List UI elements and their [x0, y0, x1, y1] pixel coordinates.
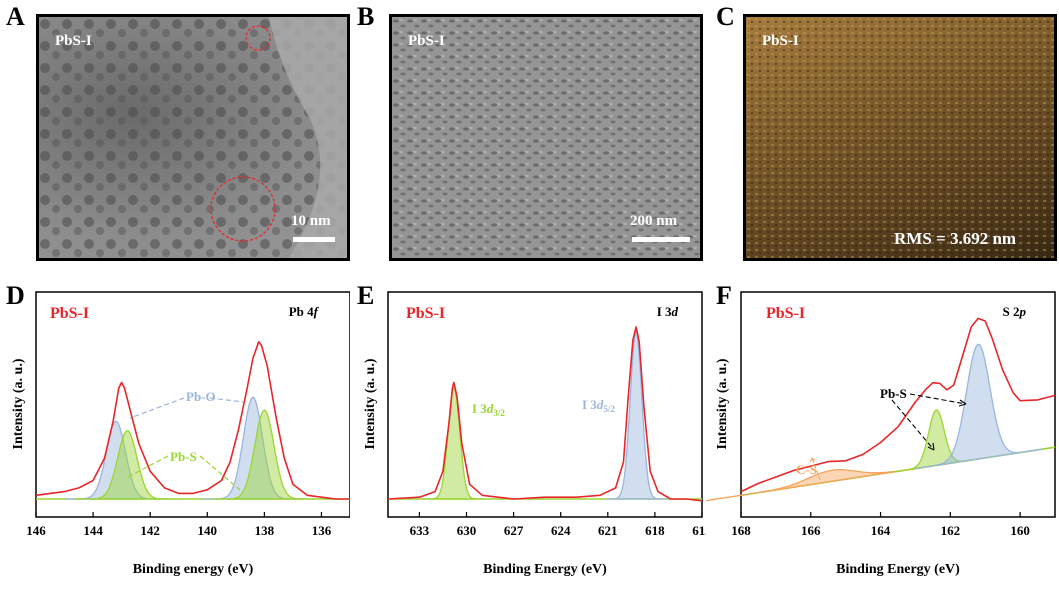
x-tick-label: 162	[941, 523, 961, 538]
x-tick-label: 621	[598, 523, 618, 538]
sample-label: PbS-I	[766, 305, 805, 322]
x-axis-label: Binding Energy (eV)	[836, 562, 960, 577]
x-tick-marks	[418, 512, 703, 517]
c-s-leader	[808, 457, 821, 481]
sample-label: PbS-I	[50, 305, 89, 322]
sample-label: PbS-I	[406, 305, 445, 322]
xps-chart-pb4f: PbS-I Pb 4f Binding energy (eV) Intensit…	[11, 291, 350, 577]
envelope-line	[35, 341, 350, 500]
envelope-curve	[387, 326, 703, 502]
x-tick-label: 164	[871, 523, 891, 538]
x-tick-labels: 633 630 627 624 621 618 615	[410, 523, 706, 538]
sem-texture	[392, 17, 700, 258]
envelope-line	[387, 326, 703, 502]
x-tick-labels: 168 166 164 162 160	[731, 523, 1030, 538]
x-tick-label: 138	[255, 523, 275, 538]
panel-label-e: E	[357, 281, 375, 310]
component-peak	[76, 429, 179, 500]
x-axis-label: Binding energy (eV)	[133, 562, 254, 577]
xps-chart-i3d: PbS-I I 3d Binding Energy (eV) Intensity…	[363, 291, 706, 577]
x-tick-label: 168	[731, 523, 751, 538]
scale-bar	[293, 237, 335, 242]
scale-bar-label: 200 nm	[630, 213, 678, 229]
x-tick-label: 136	[312, 523, 332, 538]
highlight-circle	[245, 25, 271, 51]
plot-frame	[387, 291, 703, 518]
rms-annotation: RMS = 3.692 nm	[894, 229, 1017, 248]
envelope-line	[740, 317, 1056, 493]
y-axis-label: Intensity (a. u.)	[715, 358, 730, 449]
pb-s-label: Pb-S	[170, 449, 197, 464]
sample-tag: PbS-I	[762, 33, 799, 49]
spectrum-title: I 3d	[657, 304, 679, 319]
scale-bar-label: 10 nm	[291, 213, 331, 229]
x-tick-label: 633	[410, 523, 430, 538]
tem-image: PbS-I 10 nm	[36, 14, 350, 261]
component-peak	[604, 331, 668, 500]
x-tick-label: 624	[551, 523, 571, 538]
spectrum-title: S 2p	[1003, 304, 1027, 319]
component-peak	[915, 343, 1042, 470]
x-tick-marks	[35, 512, 323, 517]
x-tick-label: 630	[457, 523, 477, 538]
x-tick-label: 618	[645, 523, 665, 538]
x-tick-label: 627	[504, 523, 524, 538]
pb-o-leader	[129, 397, 245, 419]
scale-bar	[632, 237, 690, 242]
x-axis-label: Binding Energy (eV)	[483, 562, 607, 577]
xps-chart-s2p: PbS-I S 2p Binding Energy (eV) Intensity…	[706, 291, 1056, 577]
arrowheads	[927, 399, 967, 451]
component-peak	[422, 386, 486, 500]
panel-label-c: C	[716, 2, 735, 31]
x-tick-label: 615	[692, 523, 706, 538]
plot-frame	[35, 291, 350, 518]
x-tick-labels: 146 144 142 140 138 136	[26, 523, 331, 538]
panel-label-d: D	[6, 281, 25, 310]
x-tick-marks	[740, 512, 1021, 517]
panel-label-b: B	[357, 2, 375, 31]
panel-label-a: A	[6, 2, 25, 31]
sem-image: PbS-I 200 nm	[389, 14, 703, 261]
component-fills	[706, 343, 1056, 502]
plot-frame	[740, 291, 1056, 518]
sample-tag: PbS-I	[408, 33, 445, 49]
sample-tag: PbS-I	[55, 33, 92, 49]
pb-s-leader	[125, 455, 241, 491]
pb-s-label: Pb-S	[880, 386, 907, 401]
x-tick-label: 160	[1010, 523, 1030, 538]
x-tick-label: 166	[801, 523, 821, 538]
x-tick-label: 146	[26, 523, 46, 538]
y-axis-label: Intensity (a. u.)	[11, 358, 26, 449]
envelope-curve	[740, 317, 1056, 493]
pb-s-leader	[891, 393, 967, 451]
spectrum-title: Pb 4f	[289, 304, 320, 319]
pb-o-label: Pb-O	[186, 389, 216, 404]
i3d52-label: I 3d5/2	[582, 397, 615, 414]
c-s-label: C-S	[796, 462, 817, 477]
x-tick-label: 142	[140, 523, 160, 538]
afm-texture	[746, 17, 1054, 258]
panel-label-f: F	[716, 281, 732, 310]
i3d32-label: I 3d3/2	[472, 401, 505, 418]
component-fills	[388, 331, 702, 500]
y-axis-label: Intensity (a. u.)	[363, 358, 378, 449]
highlight-circle	[210, 176, 276, 242]
envelope-curve	[35, 341, 350, 500]
component-fills	[36, 396, 350, 500]
x-tick-label: 144	[83, 523, 103, 538]
tem-texture	[39, 17, 347, 258]
afm-image: PbS-I RMS = 3.692 nm	[743, 14, 1057, 261]
x-tick-label: 140	[198, 523, 218, 538]
component-peak	[213, 409, 316, 500]
